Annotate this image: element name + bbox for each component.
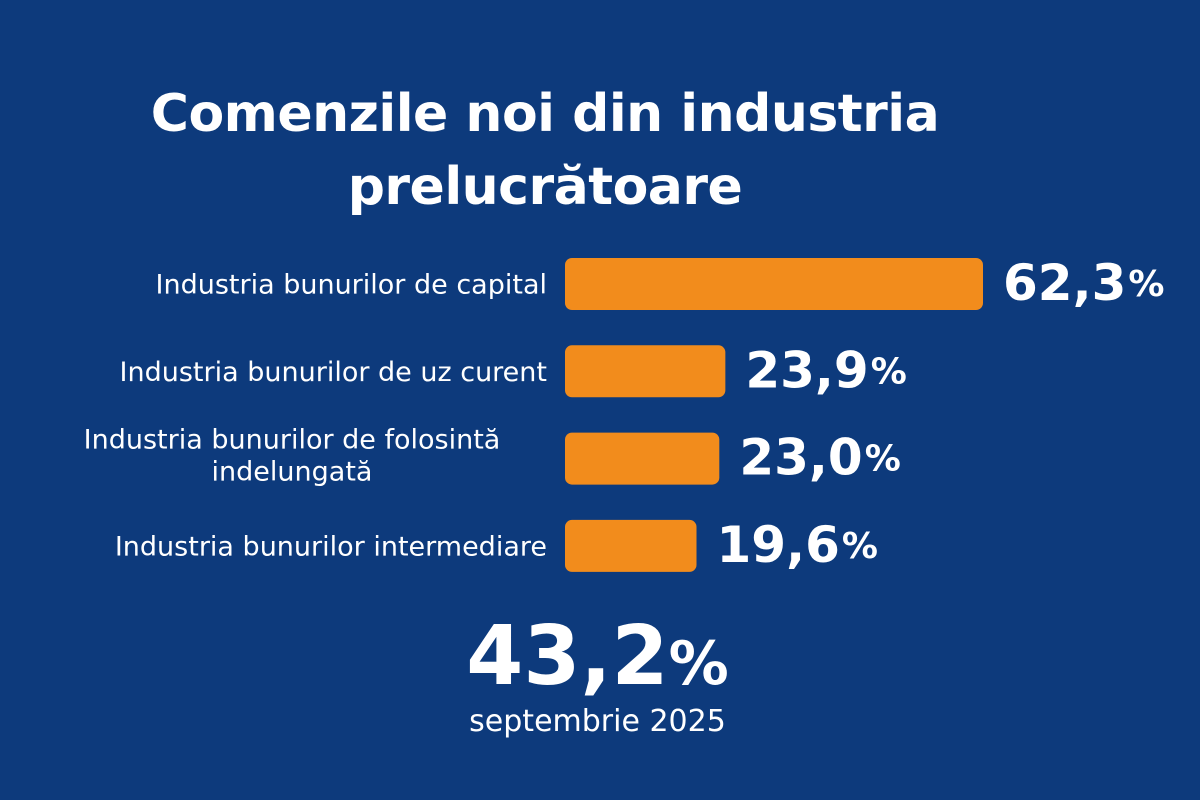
chart-title: Comenzile noi din industria prelucrătoar…	[0, 78, 1090, 224]
bar-1	[565, 258, 983, 310]
chart-title-line-2: prelucrătoare	[347, 156, 743, 217]
value-label-1: 62,3%	[1003, 254, 1164, 312]
category-label-4: Industria bunurilor intermediare	[115, 531, 547, 562]
bar-4	[565, 519, 697, 572]
category-label-1: Industria bunurilor de capital	[156, 270, 548, 301]
category-label-2: Industria bunurilor de uz curent	[120, 357, 547, 388]
chart-title-line-1: Comenzile noi din industria	[150, 84, 940, 144]
bar-3	[565, 432, 720, 485]
bar-2	[565, 345, 726, 398]
category-label-3-line-1: Industria bunurilor de folosintă	[84, 424, 501, 455]
value-label-2: 23,9%	[745, 341, 906, 399]
summary-block: 43,2% septembrie 2025	[0, 609, 1195, 740]
summary-number: 43,2	[466, 609, 669, 704]
value-label-4: 19,6%	[717, 515, 878, 573]
category-label-3-line-2: indelungată	[212, 456, 373, 487]
summary-value: 43,2%	[0, 609, 1195, 704]
summary-unit: %	[668, 629, 729, 699]
summary-date: septembrie 2025	[469, 704, 726, 740]
category-label-3: Industria bunurilor de folosintă indelung…	[84, 424, 501, 487]
value-label-3: 23,0%	[739, 428, 900, 486]
